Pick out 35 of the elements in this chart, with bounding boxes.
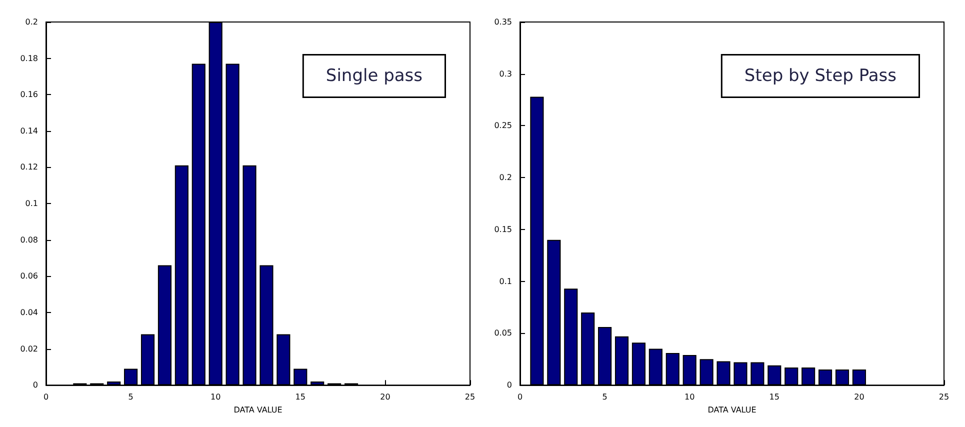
x-tick-label: 15 xyxy=(295,392,306,402)
x-axis-title: DATA VALUE xyxy=(708,406,756,414)
x-tick-label: 10 xyxy=(684,392,695,402)
x-tick-label: 5 xyxy=(128,392,134,402)
x-tick-label: 0 xyxy=(517,392,523,402)
y-tick-label: 0.3 xyxy=(499,69,512,78)
y-tick-label: 0 xyxy=(506,380,512,390)
y-tick-label: 0.25 xyxy=(494,121,512,130)
x-tick-label: 5 xyxy=(602,392,608,402)
y-tick-label: 0.05 xyxy=(494,328,512,338)
y-tick-label: 0.04 xyxy=(20,308,38,317)
x-tick-label: 20 xyxy=(380,392,390,402)
x-axis-title: DATA VALUE xyxy=(234,406,282,414)
x-tick-label: 25 xyxy=(464,392,476,402)
y-tick-label: 0.2 xyxy=(25,18,38,26)
y-tick-label: 0.15 xyxy=(494,224,512,234)
x-tick-label: 10 xyxy=(210,392,221,402)
y-tick-label: 0.12 xyxy=(20,162,38,172)
annotation: Step by Step Pass xyxy=(744,66,897,86)
y-tick-label: 0.16 xyxy=(20,90,38,100)
x-tick-label: 15 xyxy=(769,392,780,402)
x-tick-label: 20 xyxy=(854,392,864,402)
y-tick-label: 0.08 xyxy=(20,235,38,244)
y-tick-label: 0.2 xyxy=(499,173,512,182)
y-tick-label: 0 xyxy=(32,380,38,390)
y-tick-label: 0.1 xyxy=(499,276,512,286)
annotation: Single pass xyxy=(326,66,423,86)
y-tick-label: 0.18 xyxy=(20,54,38,63)
x-tick-label: 0 xyxy=(43,392,49,402)
y-tick-label: 0.35 xyxy=(494,18,512,26)
y-tick-label: 0.02 xyxy=(20,344,38,354)
y-tick-label: 0.14 xyxy=(20,126,38,136)
y-tick-label: 0.1 xyxy=(25,199,38,208)
y-tick-label: 0.06 xyxy=(20,272,38,281)
x-tick-label: 25 xyxy=(938,392,950,402)
